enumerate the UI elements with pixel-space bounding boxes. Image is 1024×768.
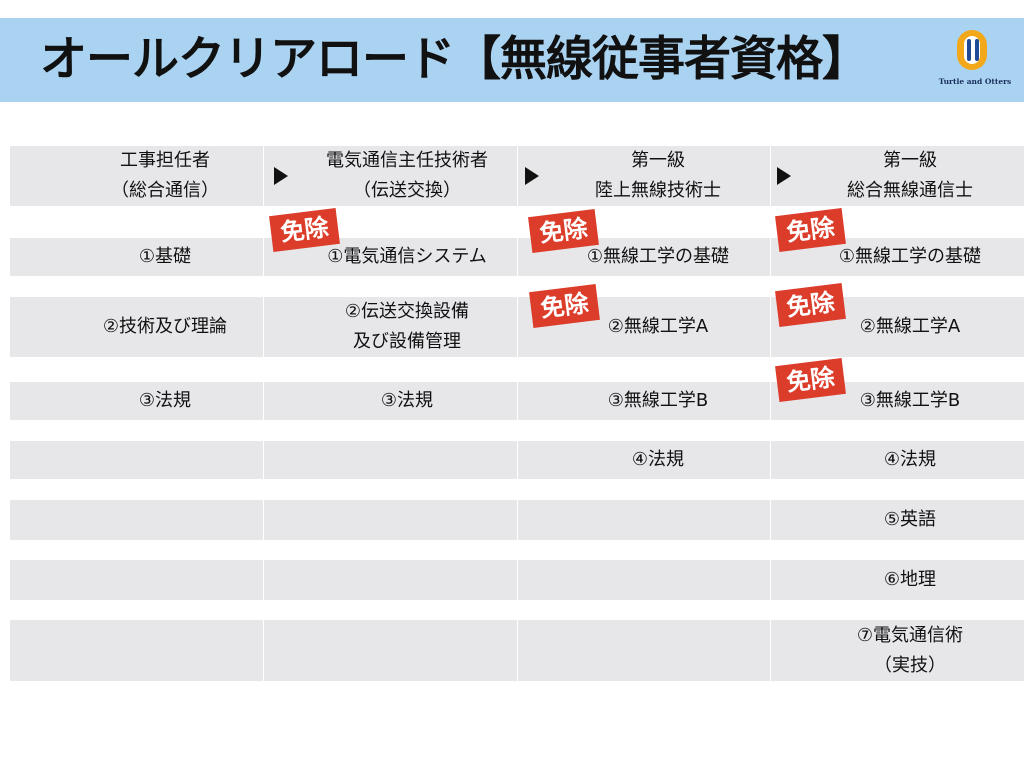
subject-cell: ①無線工学の基礎 bbox=[586, 246, 730, 267]
subject-cell: ④法規 bbox=[883, 449, 937, 470]
subject-cell: ③法規 bbox=[138, 390, 192, 411]
subject-cell: ①電気通信システム bbox=[327, 246, 487, 267]
subject-cell: ⑥地理 bbox=[883, 569, 937, 590]
column-header-kouji-tannin: 工事担任者 （総合通信） bbox=[111, 150, 219, 201]
column-header-sogo-musen-tsushinshi: 第一級 総合無線通信士 bbox=[847, 150, 973, 201]
subject-cell: ③法規 bbox=[380, 390, 434, 411]
subject-cell: ④法規 bbox=[631, 449, 685, 470]
subject-cell: ①無線工学の基礎 bbox=[838, 246, 982, 267]
turtle-and-otters-logo: Turtle and Otters bbox=[935, 30, 1015, 94]
subject-cell: ⑦電気通信術 （実技） bbox=[856, 624, 964, 676]
subject-cell: ②無線工学A bbox=[607, 316, 709, 337]
subject-cell: ③無線工学B bbox=[607, 390, 709, 411]
logo-text: Turtle and Otters bbox=[938, 77, 1012, 86]
subject-cell: ②無線工学A bbox=[859, 316, 961, 337]
title-banner bbox=[0, 18, 1024, 102]
column-header-denki-tsushin-shunin: 電気通信主任技術者 （伝送交換） bbox=[326, 150, 488, 201]
right-triangle-icon bbox=[777, 167, 791, 185]
column-header-riku-musen-gijutsushi: 第一級 陸上無線技術士 bbox=[595, 150, 721, 201]
right-triangle-icon bbox=[525, 167, 539, 185]
subject-cell: ②伝送交換設備 及び設備管理 bbox=[344, 301, 470, 352]
logo-badge-icon bbox=[957, 30, 987, 70]
subject-cell: ②技術及び理論 bbox=[102, 316, 228, 337]
column-divider bbox=[517, 146, 518, 681]
subject-cell: ⑤英語 bbox=[883, 509, 937, 530]
page-title: オールクリアロード【無線従事者資格】 bbox=[40, 32, 869, 87]
right-triangle-icon bbox=[274, 167, 288, 185]
subject-cell: ①基礎 bbox=[138, 246, 192, 267]
column-divider bbox=[263, 146, 264, 681]
column-divider bbox=[770, 146, 771, 681]
subject-cell: ③無線工学B bbox=[859, 390, 961, 411]
